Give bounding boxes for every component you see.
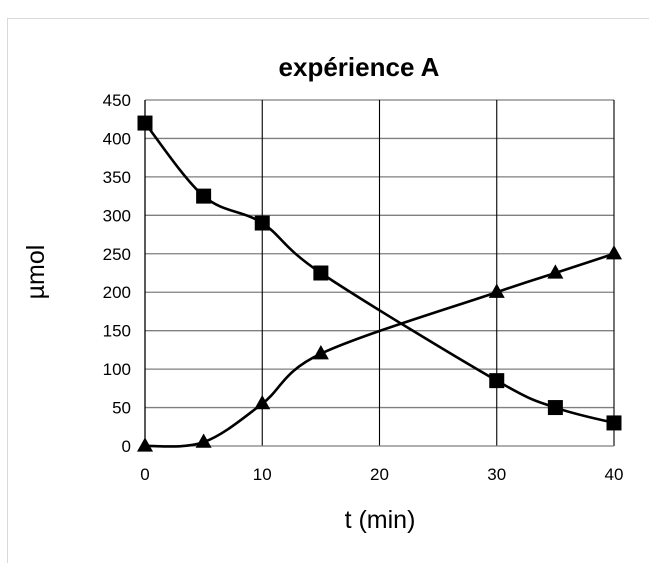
y-tick-label: 150 [103, 322, 131, 341]
y-tick-label: 50 [112, 399, 131, 418]
x-tick-label: 0 [140, 465, 149, 484]
square-marker [489, 373, 504, 388]
y-tick-label: 100 [103, 360, 131, 379]
y-tick-label: 350 [103, 168, 131, 187]
square-marker [607, 415, 622, 430]
y-axis-title: µmol [22, 245, 50, 300]
square-marker [196, 189, 211, 204]
y-tick-label: 400 [103, 129, 131, 148]
gridlines [145, 100, 614, 446]
x-tick-labels: 0 10 20 30 40 [140, 465, 623, 484]
y-tick-label: 250 [103, 245, 131, 264]
y-tick-label: 0 [122, 437, 131, 456]
x-tick-label: 20 [370, 465, 389, 484]
triangle-marker [606, 245, 622, 259]
y-tick-label: 450 [103, 91, 131, 110]
square-marker [138, 116, 153, 131]
x-axis-title: t (min) [345, 506, 416, 534]
x-tick-label: 40 [605, 465, 624, 484]
y-tick-label: 200 [103, 283, 131, 302]
triangle-marker [137, 437, 153, 451]
chart-title: expérience A [279, 52, 440, 82]
square-marker [548, 400, 563, 415]
square-marker [313, 266, 328, 281]
x-tick-label: 10 [253, 465, 272, 484]
y-tick-label: 300 [103, 206, 131, 225]
x-tick-label: 30 [487, 465, 506, 484]
square-marker [255, 216, 270, 231]
y-tick-labels: 0 50 100 150 200 250 300 350 400 450 [103, 91, 131, 456]
